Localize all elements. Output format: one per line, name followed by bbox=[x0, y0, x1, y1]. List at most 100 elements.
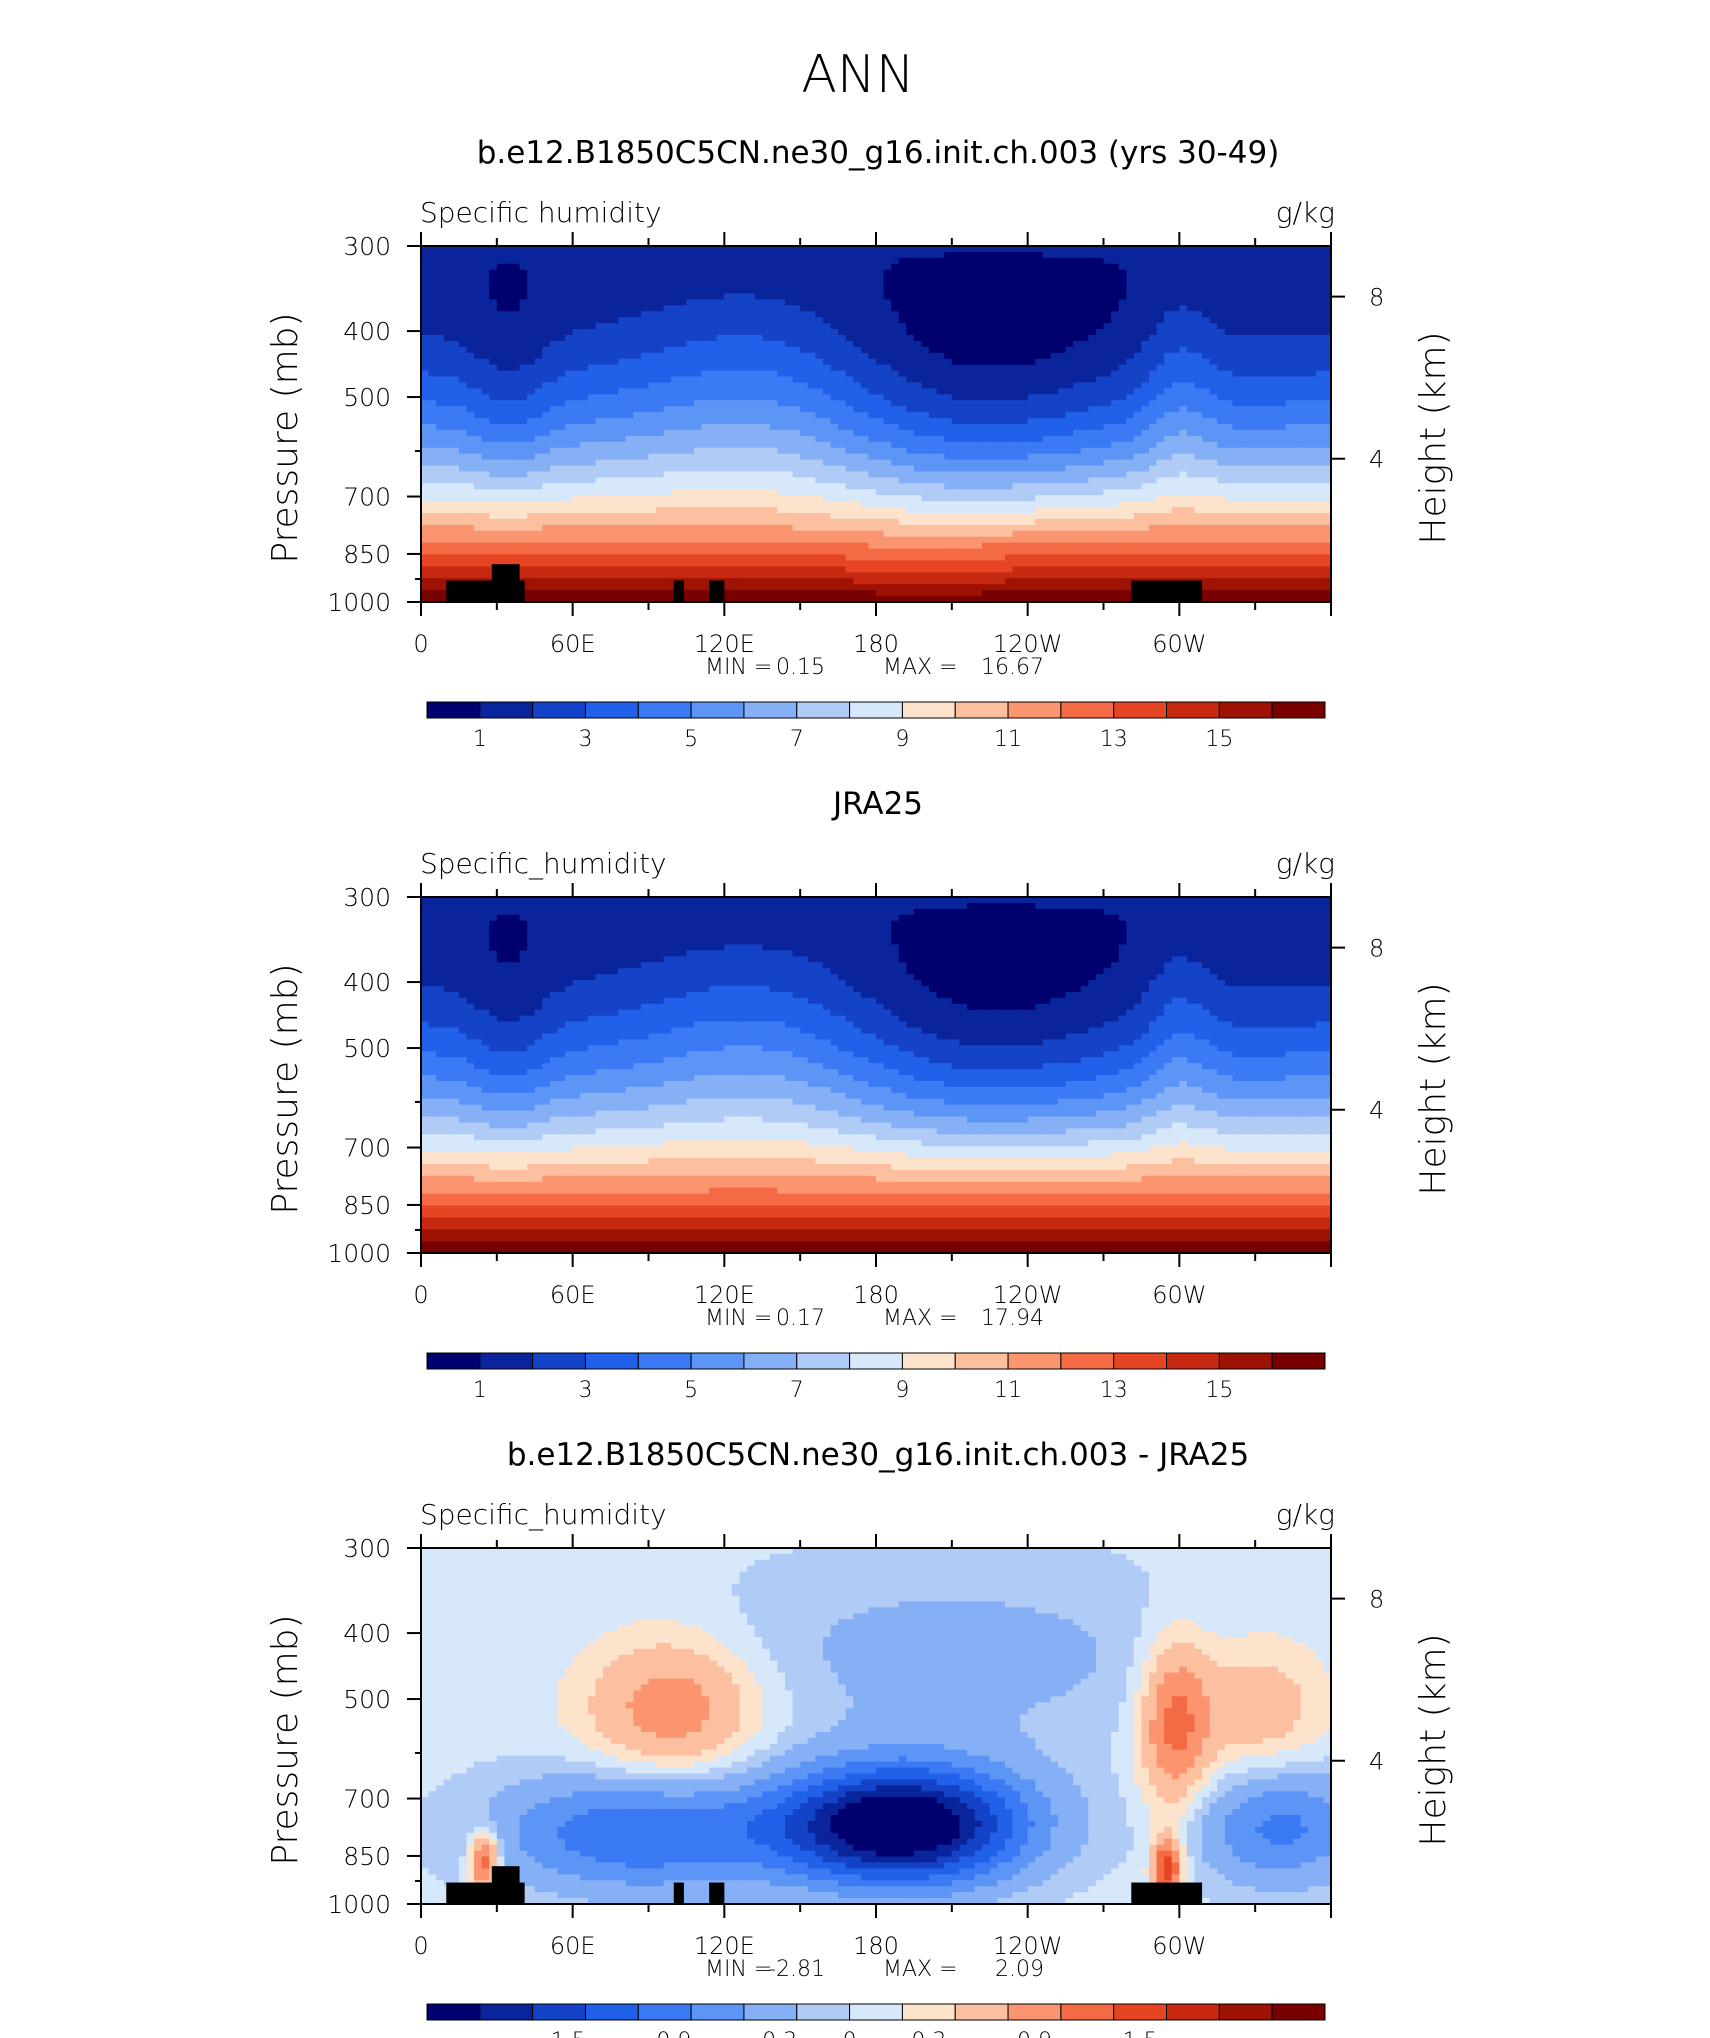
contour-cell bbox=[618, 305, 627, 312]
contour-cell bbox=[944, 400, 953, 407]
contour-cell bbox=[1202, 435, 1211, 443]
contour-cell bbox=[1293, 352, 1302, 360]
contour-cell bbox=[1012, 287, 1021, 295]
contour-cell bbox=[1118, 418, 1127, 425]
contour-cell bbox=[640, 435, 650, 443]
contour-cell bbox=[951, 477, 961, 484]
contour-cell bbox=[1141, 364, 1150, 372]
contour-cell bbox=[1004, 299, 1014, 306]
contour-cell bbox=[1050, 382, 1059, 389]
contour-cell bbox=[898, 293, 907, 300]
contour-cell bbox=[1293, 465, 1302, 473]
contour-cell bbox=[587, 364, 597, 372]
contour-cell bbox=[1149, 346, 1158, 354]
contour-cell bbox=[807, 323, 816, 330]
contour-cell bbox=[1300, 465, 1309, 473]
contour-cell bbox=[663, 412, 672, 419]
contour-cell bbox=[1156, 424, 1165, 431]
contour-cell bbox=[822, 424, 832, 431]
contour-cell bbox=[739, 340, 748, 348]
contour-cell bbox=[496, 447, 506, 455]
contour-cell bbox=[557, 317, 566, 324]
contour-cell bbox=[1270, 358, 1279, 366]
contour-cell bbox=[618, 489, 627, 496]
contour-cell bbox=[762, 364, 771, 372]
contour-cell bbox=[610, 257, 619, 265]
contour-cell bbox=[656, 263, 665, 271]
contour-cell bbox=[1035, 293, 1044, 300]
contour-cell bbox=[1315, 246, 1325, 253]
contour-cell bbox=[838, 364, 847, 372]
contour-cell bbox=[580, 400, 589, 407]
contour-cell bbox=[686, 299, 695, 306]
contour-cell bbox=[936, 281, 945, 289]
contour-cell bbox=[762, 435, 771, 443]
contour-cell bbox=[694, 275, 703, 283]
contour-cell bbox=[1126, 477, 1135, 484]
contour-cell bbox=[603, 329, 612, 336]
contour-cell bbox=[868, 281, 877, 289]
contour-cell bbox=[1156, 263, 1165, 271]
contour-cell bbox=[1027, 299, 1036, 306]
contour-cell bbox=[845, 471, 854, 478]
contour-cell bbox=[731, 483, 741, 490]
contour-cell bbox=[974, 281, 983, 289]
contour-cell bbox=[891, 429, 900, 437]
contour-cell bbox=[1255, 429, 1264, 437]
contour-cell bbox=[542, 394, 551, 401]
contour-cell bbox=[747, 394, 756, 401]
contour-cell bbox=[1118, 465, 1127, 473]
contour-cell bbox=[1058, 251, 1067, 259]
contour-cell bbox=[716, 323, 725, 330]
contour-cell bbox=[1141, 370, 1150, 378]
contour-cell bbox=[481, 340, 490, 348]
contour-cell bbox=[997, 382, 1006, 389]
contour-cell bbox=[792, 257, 801, 265]
contour-cell bbox=[891, 329, 900, 336]
contour-cell bbox=[1027, 329, 1036, 336]
contour-cell bbox=[883, 435, 892, 443]
contour-cell bbox=[656, 489, 665, 496]
contour-cell bbox=[549, 376, 559, 384]
contour-cell bbox=[1118, 406, 1127, 413]
contour-cell bbox=[830, 263, 839, 271]
contour-cell bbox=[496, 299, 506, 306]
contour-cell bbox=[769, 299, 779, 306]
contour-cell bbox=[1012, 329, 1021, 336]
contour-cell bbox=[512, 483, 521, 490]
contour-cell bbox=[648, 275, 657, 283]
contour-cell bbox=[595, 352, 604, 360]
contour-cell bbox=[1308, 429, 1317, 437]
contour-cell bbox=[906, 459, 915, 467]
contour-cell bbox=[1012, 263, 1021, 271]
contour-cell bbox=[421, 400, 430, 407]
contour-cell bbox=[754, 370, 763, 378]
contour-cell bbox=[724, 293, 733, 300]
contour-cell bbox=[1224, 246, 1234, 253]
contour-cell bbox=[800, 275, 809, 283]
contour-cell bbox=[769, 364, 779, 372]
contour-cell bbox=[716, 358, 725, 366]
contour-cell bbox=[1217, 269, 1226, 277]
contour-cell bbox=[549, 257, 559, 265]
contour-cell bbox=[1262, 364, 1271, 372]
contour-cell bbox=[1209, 471, 1218, 478]
contour-cell bbox=[1149, 394, 1158, 401]
contour-cell bbox=[1323, 257, 1331, 265]
contour-cell bbox=[1240, 471, 1249, 478]
contour-cell bbox=[959, 257, 968, 265]
contour-cell bbox=[1255, 263, 1264, 271]
contour-cell bbox=[633, 299, 642, 306]
contour-cell bbox=[1080, 465, 1089, 473]
contour-cell bbox=[913, 364, 923, 372]
contour-cell bbox=[686, 257, 695, 265]
contour-cell bbox=[1300, 323, 1309, 330]
contour-cell bbox=[762, 483, 771, 490]
contour-cell bbox=[1020, 477, 1029, 484]
contour-cell bbox=[845, 275, 854, 283]
contour-cell bbox=[921, 317, 930, 324]
contour-cell bbox=[474, 477, 483, 484]
contour-cell bbox=[565, 376, 574, 384]
contour-cell bbox=[640, 406, 650, 413]
contour-cell bbox=[443, 257, 452, 265]
